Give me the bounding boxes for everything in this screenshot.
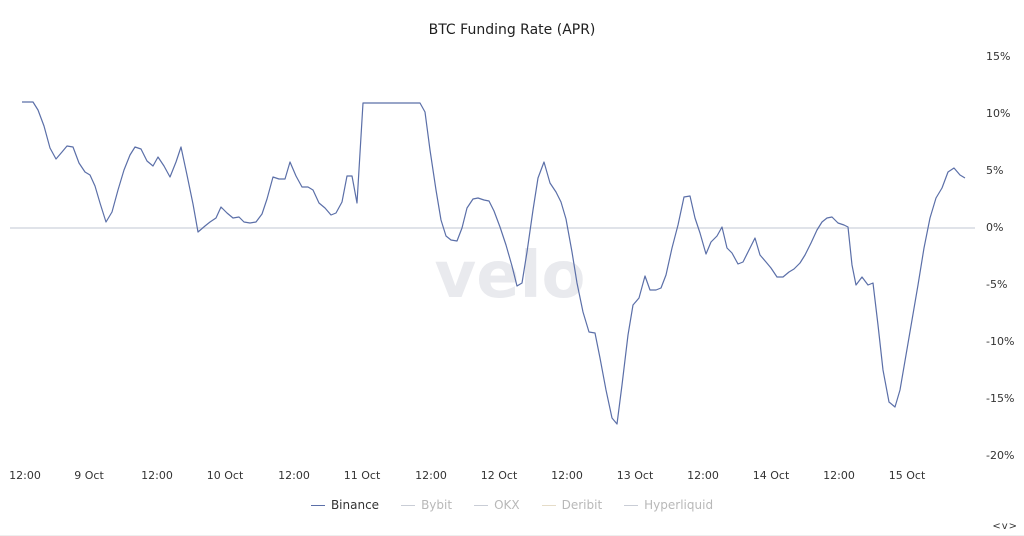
legend-item-okx[interactable]: OKX <box>474 498 520 512</box>
legend-swatch-icon <box>541 504 556 506</box>
chart-legend: Binance Bybit OKX Deribit Hyperliquid <box>0 498 1024 512</box>
x-tick-label: 11 Oct <box>343 469 381 482</box>
y-tick-label: -20% <box>986 449 1015 462</box>
y-tick-label: -10% <box>986 335 1015 348</box>
x-tick-label: 12:00 <box>141 469 173 482</box>
legend-item-bybit[interactable]: Bybit <box>401 498 452 512</box>
y-tick-label: -15% <box>986 392 1015 405</box>
velo-watermark: velo <box>434 239 585 313</box>
x-tick-label: 12:00 <box>415 469 447 482</box>
legend-label: Bybit <box>421 498 453 512</box>
legend-label: Binance <box>330 498 380 512</box>
x-tick-label: 14 Oct <box>752 469 790 482</box>
y-tick-label: 5% <box>986 164 1004 177</box>
legend-item-hyperliquid[interactable]: Hyperliquid <box>624 498 713 512</box>
x-tick-label: 15 Oct <box>888 469 926 482</box>
legend-label: Hyperliquid <box>644 498 714 512</box>
y-tick-label: -5% <box>986 278 1008 291</box>
chart-title: BTC Funding Rate (APR) <box>428 22 596 38</box>
legend-swatch-icon <box>401 504 416 506</box>
binance-series-line[interactable] <box>22 101 966 425</box>
legend-item-binance[interactable]: Binance <box>310 498 380 512</box>
x-tick-label: 12:00 <box>9 469 41 482</box>
x-tick-label: 12:00 <box>278 469 310 482</box>
x-tick-label: 12 Oct <box>480 469 518 482</box>
y-tick-label: 15% <box>986 50 1011 63</box>
x-tick-label: 12:00 <box>551 469 583 482</box>
chart-nav-control[interactable]: <v> <box>992 521 1018 532</box>
y-tick-label: 10% <box>986 107 1011 120</box>
x-tick-label: 10 Oct <box>206 469 244 482</box>
y-tick-label: 0% <box>986 221 1004 234</box>
legend-item-deribit[interactable]: Deribit <box>541 498 603 512</box>
legend-label: Deribit <box>561 498 603 512</box>
x-tick-label: 9 Oct <box>74 469 104 482</box>
legend-swatch-icon <box>310 504 325 506</box>
legend-swatch-icon <box>624 504 639 506</box>
x-tick-label: 12:00 <box>687 469 719 482</box>
x-tick-label: 12:00 <box>823 469 855 482</box>
legend-label: OKX <box>494 498 520 512</box>
legend-swatch-icon <box>474 504 489 506</box>
x-tick-label: 13 Oct <box>616 469 654 482</box>
